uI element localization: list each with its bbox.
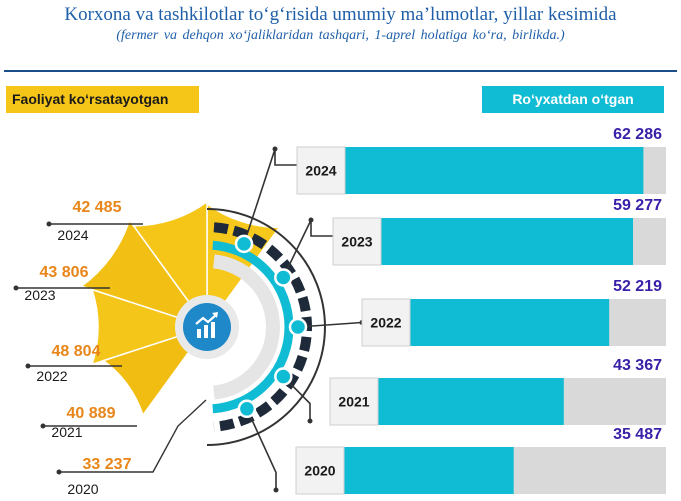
year-box-2021 <box>329 377 379 426</box>
active-year-2022: 2022 <box>36 368 67 384</box>
legend-registered-label: Ro‘yxatdan o‘tgan <box>482 86 664 113</box>
registered-value-2023: 59 277 <box>613 197 662 214</box>
connector-2022 <box>297 321 363 328</box>
connector-dot-2024 <box>272 146 278 152</box>
active-leader-dot-2023 <box>13 285 19 291</box>
registered-value-2020: 35 487 <box>613 426 662 443</box>
registered-bar-2020 <box>342 447 514 494</box>
center-hub <box>175 295 239 359</box>
chart-title: Korxona va tashkilotlar to‘g‘risida umum… <box>64 4 617 25</box>
year-label-2020: 2020 <box>304 463 335 479</box>
arc-node-2021 <box>274 367 293 386</box>
chart-subtitle: (fermer va dehqon xo‘jaliklaridan tashqa… <box>116 28 565 43</box>
growth-chart-icon <box>195 312 218 338</box>
year-label-2022: 2022 <box>370 315 401 331</box>
registered-value-2021: 43 367 <box>613 357 662 374</box>
connector-dot-2020 <box>273 487 279 493</box>
connector-dot-2023 <box>308 217 314 223</box>
connector-2023 <box>282 219 333 278</box>
arc-node-2020 <box>237 399 257 419</box>
active-value-2021: 40 889 <box>67 405 116 422</box>
active-petal-2020 <box>101 325 209 417</box>
active-leader-2020 <box>61 399 207 473</box>
active-year-2024: 2024 <box>57 227 88 243</box>
year-label-2024: 2024 <box>305 163 336 179</box>
registered-bar-2022 <box>408 299 610 346</box>
connector-2021 <box>282 375 311 421</box>
decorative-arcs-group <box>206 146 365 493</box>
year-box-2023 <box>332 217 382 266</box>
year-label-2021: 2021 <box>338 394 369 410</box>
arc-node-2024 <box>234 234 254 254</box>
active-leader-dot-2021 <box>40 423 46 429</box>
active-year-2021: 2021 <box>51 424 82 440</box>
connector-dot-2021 <box>307 418 313 424</box>
active-petal-2022 <box>79 218 209 329</box>
active-value-2020: 33 237 <box>83 456 132 473</box>
registered-value-2022: 52 219 <box>613 278 662 295</box>
arc-node-2022 <box>288 317 308 337</box>
active-value-2023: 43 806 <box>40 264 89 281</box>
active-year-2020: 2020 <box>67 481 98 497</box>
header-divider <box>4 70 677 72</box>
connector-2024 <box>243 148 297 245</box>
active-leader-dot-2020 <box>56 469 62 475</box>
connector-2020 <box>246 408 277 490</box>
active-labels-group: 42 485 2024 43 806 2023 48 804 2022 40 889 2021… <box>13 199 207 497</box>
active-leader-dot-2024 <box>46 221 52 227</box>
active-leader-dot-2022 <box>25 363 31 369</box>
year-box-2024 <box>296 146 346 195</box>
outer-thin-arc <box>206 208 326 446</box>
registered-value-2024: 62 286 <box>613 126 662 143</box>
year-box-2020 <box>295 446 345 495</box>
active-petal-2023 <box>132 200 208 330</box>
inner-grey-arc <box>212 254 280 400</box>
active-petal-2021 <box>90 288 210 366</box>
year-label-2023: 2023 <box>341 234 372 250</box>
registered-bar-2024 <box>343 147 644 194</box>
registered-bar-2021 <box>376 378 564 425</box>
active-year-2023: 2023 <box>24 287 55 303</box>
active-value-2022: 48 804 <box>52 343 101 360</box>
arc-node-2023 <box>274 268 293 287</box>
year-box-2022 <box>361 298 411 347</box>
legend-active-label: Faoliyat ko‘rsatayotgan <box>6 86 199 113</box>
registered-bars-group: 2024 62 286 2023 59 277 2022 52 219 2021 43 367… <box>295 126 666 495</box>
active-value-2024: 42 485 <box>73 199 122 216</box>
registered-bar-2023 <box>379 218 634 265</box>
